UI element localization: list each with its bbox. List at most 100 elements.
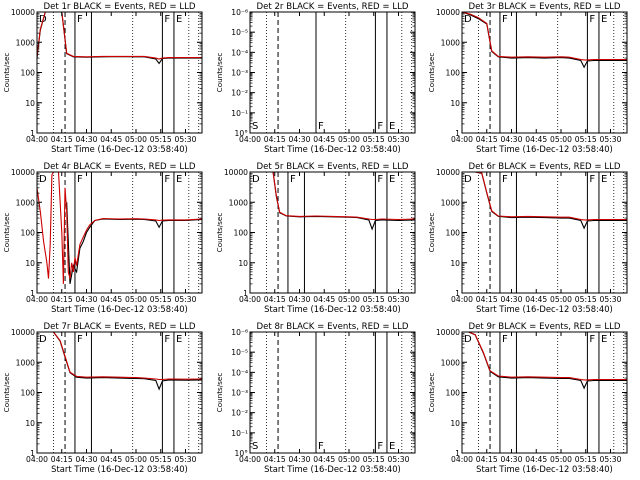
y-tick-label: 1 [243, 289, 248, 298]
y-tick-label: 100 [21, 69, 36, 78]
x-tick-label: 05:30 [600, 455, 622, 464]
y-tick-label: 10⁻¹ [231, 429, 248, 438]
marker-label: E [176, 334, 182, 345]
corner-label: D [464, 174, 472, 185]
marker-label: E [389, 441, 395, 452]
y-tick-label: 1 [455, 449, 460, 458]
x-tick-label: 04:15 [476, 455, 498, 464]
y-tick-label: 10000 [11, 168, 35, 177]
marker-label: F [377, 121, 383, 132]
y-axis-label: Counts/sec [215, 213, 224, 253]
x-tick-label: 05:15 [150, 135, 172, 144]
panel-title: Det 9r BLACK = Events, RED = LLD [468, 322, 620, 332]
x-tick-label: 04:15 [476, 295, 498, 304]
marker-label: F [502, 334, 508, 345]
marker-label: F [318, 441, 324, 452]
y-tick-label: 10⁻³ [231, 389, 248, 398]
x-tick-label: 05:00 [550, 295, 572, 304]
y-tick-label: 100 [446, 389, 461, 398]
panel-det-4: Det 4r BLACK = Events, RED = LLD Counts/s… [2, 162, 203, 314]
marker-label: E [176, 174, 182, 185]
marker-label: E [176, 14, 182, 25]
marker-label: F [164, 14, 170, 25]
y-tick-label: 1000 [16, 38, 35, 47]
y-tick-label: 10000 [436, 8, 460, 17]
panel-frame [249, 11, 416, 134]
corner-label: S [252, 441, 258, 452]
y-axis-label: Counts/sec [427, 53, 436, 93]
panel-det-5: Det 5r BLACK = Events, RED = LLD Counts/s… [215, 162, 416, 314]
y-tick-label: 10 [25, 99, 35, 108]
lld-series-line [37, 12, 202, 60]
x-tick-label: 04:15 [264, 455, 286, 464]
y-axis-label: Counts/sec [2, 373, 11, 413]
y-tick-label: 1 [30, 289, 35, 298]
x-tick-label: 04:00 [239, 295, 261, 304]
corner-label: S [252, 121, 258, 132]
y-tick-label: 10⁻³ [231, 69, 248, 78]
y-axis-label: Counts/sec [427, 213, 436, 253]
x-axis-label: Start Time (16-Dec-12 03:58:40) [476, 144, 613, 154]
y-tick-label: 10⁻⁵ [231, 28, 248, 37]
corner-label: D [464, 334, 472, 345]
x-tick-label: 04:45 [525, 135, 547, 144]
x-tick-label: 05:30 [388, 295, 410, 304]
x-tick-label: 05:15 [363, 135, 385, 144]
y-tick-label: 1 [30, 449, 35, 458]
x-tick-label: 05:00 [125, 135, 147, 144]
y-tick-label: 10 [450, 259, 460, 268]
y-tick-label: 1 [455, 289, 460, 298]
panel-frame [249, 331, 416, 454]
marker-label: E [389, 121, 395, 132]
x-tick-label: 04:00 [239, 135, 261, 144]
y-tick-label: 10⁻⁴ [231, 48, 248, 57]
y-axis-label: Counts/sec [2, 53, 11, 93]
x-tick-label: 05:15 [575, 455, 597, 464]
y-tick-label: 10⁻¹ [231, 109, 248, 118]
y-tick-label: 1000 [16, 358, 35, 367]
lld-series-line [250, 172, 415, 221]
events-series-line [462, 12, 627, 69]
marker-label: F [589, 14, 595, 25]
y-tick-label: 10 [450, 99, 460, 108]
y-tick-label: 1000 [16, 198, 35, 207]
lld-series-line [462, 12, 627, 61]
x-tick-label: 04:45 [313, 455, 335, 464]
x-tick-label: 05:30 [175, 295, 197, 304]
corner-label: D [39, 334, 47, 345]
x-tick-label: 04:00 [26, 455, 48, 464]
y-tick-label: 10000 [436, 328, 460, 337]
marker-label: F [377, 441, 383, 452]
x-tick-label: 05:15 [150, 455, 172, 464]
marker-label: F [77, 334, 83, 345]
x-tick-label: 04:30 [289, 455, 311, 464]
corner-label: D [464, 14, 472, 25]
panel-title: Det 4r BLACK = Events, RED = LLD [43, 162, 195, 172]
y-tick-label: 1000 [441, 358, 460, 367]
panel-det-7: Det 7r BLACK = Events, RED = LLD Counts/s… [2, 322, 203, 474]
panel-frame [36, 331, 203, 454]
x-axis-label: Start Time (16-Dec-12 03:58:40) [264, 464, 401, 474]
x-tick-label: 04:45 [525, 455, 547, 464]
y-tick-label: 10000 [436, 168, 460, 177]
marker-label: F [290, 174, 296, 185]
y-axis-label: Counts/sec [215, 53, 224, 93]
x-tick-label: 04:45 [313, 135, 335, 144]
y-tick-label: 1 [30, 129, 35, 138]
marker-label: F [377, 174, 383, 185]
x-tick-label: 04:30 [76, 135, 98, 144]
x-tick-label: 05:00 [125, 455, 147, 464]
y-tick-label: 10⁻⁶ [231, 328, 248, 337]
x-tick-label: 05:30 [388, 135, 410, 144]
y-tick-label: 10⁻² [231, 409, 248, 418]
panel-title: Det 2r BLACK = Events, RED = LLD [256, 2, 408, 12]
y-tick-label: 1000 [441, 198, 460, 207]
x-tick-label: 04:45 [100, 295, 122, 304]
events-series-line [66, 202, 202, 284]
x-tick-label: 05:00 [125, 295, 147, 304]
x-tick-label: 05:15 [363, 295, 385, 304]
marker-label: F [589, 334, 595, 345]
y-tick-label: 10 [25, 419, 35, 428]
y-tick-label: 1000 [229, 198, 248, 207]
panel-det-9: Det 9r BLACK = Events, RED = LLD Counts/s… [427, 322, 628, 474]
